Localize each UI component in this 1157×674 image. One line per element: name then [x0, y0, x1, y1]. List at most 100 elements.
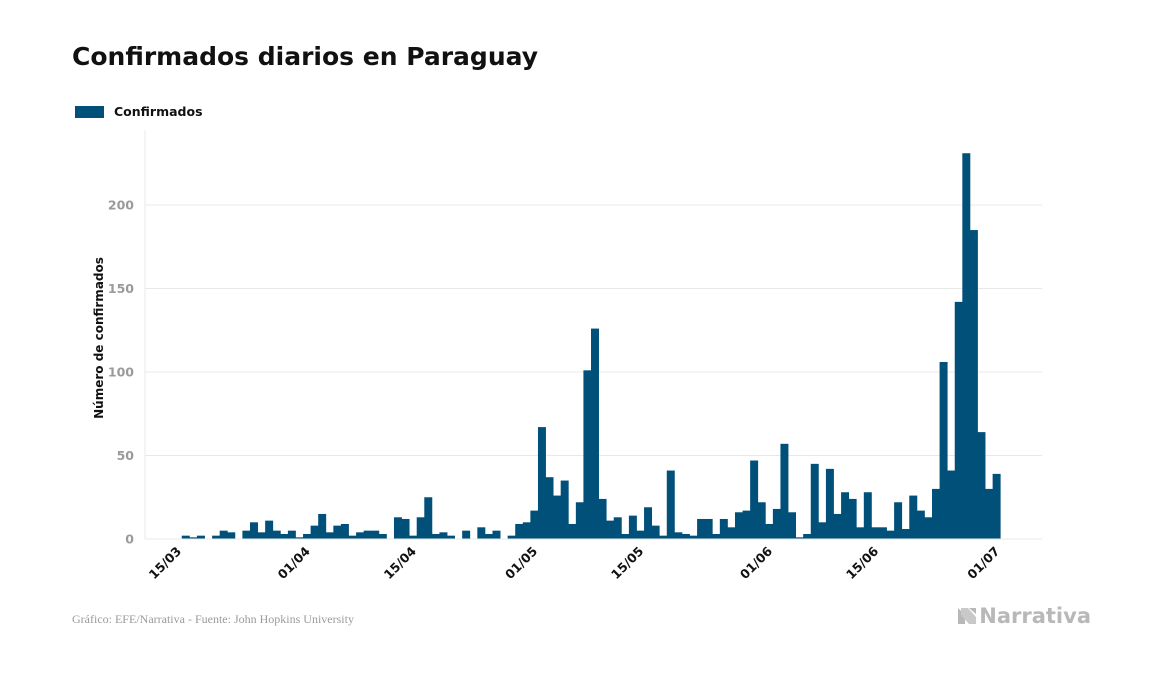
- bar: [613, 517, 622, 539]
- bar: [810, 463, 819, 539]
- bar: [856, 527, 865, 539]
- bar: [757, 502, 766, 539]
- bar: [681, 533, 690, 539]
- legend-swatch: [75, 105, 104, 118]
- bar: [598, 498, 607, 539]
- bar: [340, 523, 349, 539]
- bar: [242, 530, 251, 539]
- bar: [439, 532, 448, 539]
- bar: [878, 527, 887, 539]
- bar: [894, 502, 903, 539]
- bar: [651, 525, 660, 539]
- x-tick-label: 01/05: [502, 544, 540, 582]
- brand-name: Narrativa: [979, 604, 1091, 628]
- bar: [977, 432, 986, 539]
- bar: [939, 361, 948, 539]
- bar: [196, 535, 205, 539]
- bar: [393, 517, 402, 539]
- bar: [568, 523, 577, 539]
- bar: [378, 533, 387, 539]
- y-tick-label: 200: [108, 198, 134, 213]
- bar: [916, 510, 925, 539]
- bar: [409, 535, 418, 539]
- bar: [644, 507, 653, 539]
- bar: [280, 533, 289, 539]
- bar: [636, 530, 645, 539]
- bar: [325, 532, 334, 539]
- bar: [772, 508, 781, 539]
- bar: [249, 522, 258, 539]
- bar: [803, 533, 812, 539]
- bar: [356, 532, 365, 539]
- bar: [719, 518, 728, 539]
- y-tick-label: 0: [125, 532, 134, 547]
- y-tick-label: 50: [117, 448, 135, 463]
- bar: [992, 473, 1001, 539]
- bar: [841, 492, 850, 539]
- bar: [477, 527, 486, 539]
- bar: [462, 530, 471, 539]
- bar: [318, 513, 327, 539]
- bar: [272, 530, 281, 539]
- bar: [591, 328, 599, 539]
- bar: [416, 517, 425, 539]
- bar: [954, 301, 963, 539]
- bar: [515, 523, 524, 539]
- bar: [947, 470, 956, 539]
- bar: [674, 532, 683, 539]
- source-note: Gráfico: EFE/Narrativa - Fuente: John Ho…: [72, 612, 354, 626]
- bar: [371, 530, 380, 539]
- bar: [363, 530, 372, 539]
- bar: [742, 510, 751, 539]
- bar: [606, 520, 615, 539]
- bar: [765, 523, 774, 539]
- bar: [750, 460, 759, 539]
- bar: [447, 535, 455, 539]
- bar: [492, 530, 501, 539]
- bar: [924, 517, 933, 539]
- legend: Confirmados: [75, 104, 203, 119]
- bar: [189, 537, 198, 539]
- bar: [621, 533, 630, 539]
- bar: [583, 370, 592, 539]
- bar: [530, 510, 539, 539]
- legend-label: Confirmados: [114, 104, 203, 119]
- bar: [537, 427, 546, 539]
- bar: [985, 488, 994, 539]
- y-tick-label: 100: [108, 365, 134, 380]
- bar: [788, 512, 797, 539]
- bar: [932, 488, 940, 539]
- bar: [212, 535, 221, 539]
- bar: [909, 495, 918, 539]
- x-tick-label: 15/05: [608, 544, 646, 582]
- bar: [689, 535, 698, 539]
- bar: [181, 535, 190, 539]
- y-tick-label: 150: [108, 281, 134, 296]
- chart-title: Confirmados diarios en Paraguay: [72, 42, 539, 71]
- bar: [848, 498, 857, 539]
- bar: [431, 533, 440, 539]
- bar: [424, 497, 433, 539]
- bar: [697, 518, 706, 539]
- bar: [257, 532, 266, 539]
- bar: [886, 530, 895, 539]
- x-tick-label: 01/07: [964, 544, 1002, 582]
- narrativa-logo-icon: [958, 608, 977, 624]
- x-tick-label: 15/03: [146, 544, 184, 582]
- bar: [227, 532, 236, 539]
- y-axis-label: Número de confirmados: [92, 257, 106, 419]
- bar: [734, 512, 743, 539]
- bar: [484, 533, 493, 539]
- bar: [575, 502, 584, 539]
- bar: [265, 520, 274, 539]
- bar: [712, 533, 721, 539]
- bar: [666, 470, 675, 539]
- bar: [969, 230, 978, 540]
- bars: [181, 153, 1001, 540]
- bar: [522, 522, 531, 539]
- bar: [795, 537, 804, 539]
- bar: [401, 518, 410, 539]
- bar: [901, 528, 910, 539]
- x-tick-label: 01/04: [275, 543, 314, 582]
- x-tick-label: 15/06: [843, 543, 882, 582]
